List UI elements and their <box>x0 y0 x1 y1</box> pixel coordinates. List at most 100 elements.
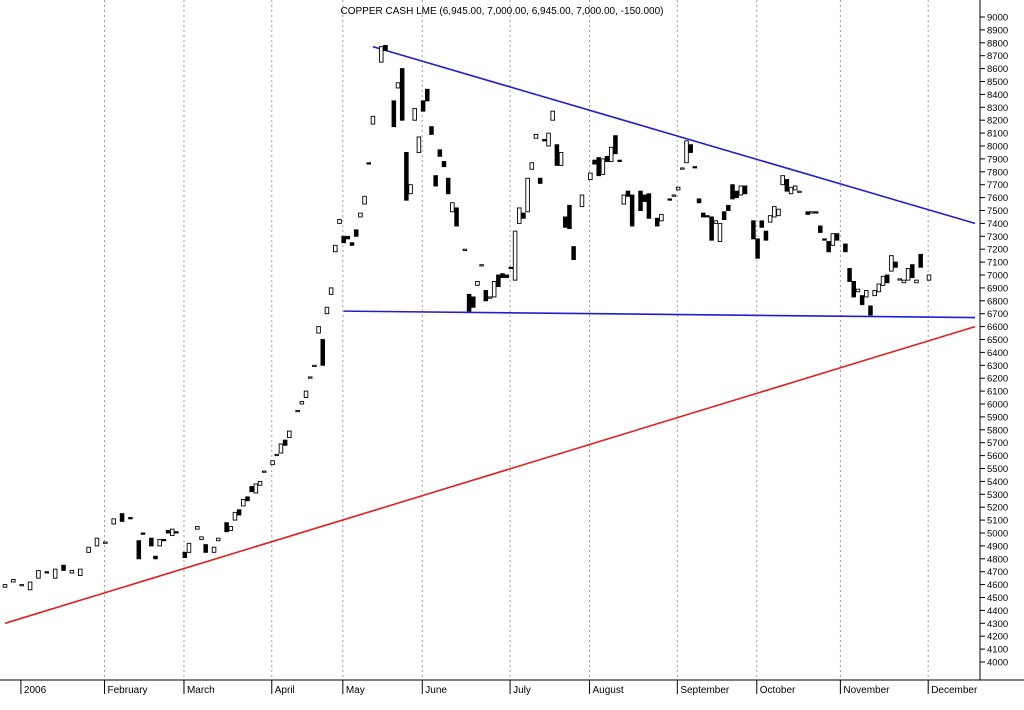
candle-down <box>425 88 430 102</box>
candle-up <box>533 133 539 139</box>
candle-down <box>61 564 66 571</box>
candle-down <box>349 242 355 246</box>
x-tick-label: November <box>843 685 890 696</box>
y-tick-label: 4600 <box>987 580 1008 591</box>
trendlines <box>4 45 976 625</box>
candle-up <box>11 578 16 583</box>
candle-down <box>140 532 146 535</box>
candle-up <box>905 268 911 281</box>
candle-up <box>86 546 91 553</box>
candle-down <box>44 571 50 574</box>
candle-up <box>278 443 284 454</box>
candle-up <box>274 453 280 457</box>
candle-up <box>797 190 802 193</box>
y-tick-label: 6700 <box>987 309 1008 320</box>
candle-up <box>558 151 564 166</box>
candle-up <box>546 132 551 147</box>
candle-up <box>780 175 785 186</box>
y-tick-label: 7000 <box>987 271 1008 282</box>
candle-up <box>27 581 33 591</box>
y-tick-label: 6300 <box>987 361 1008 372</box>
candle-up <box>337 219 342 224</box>
candle-down <box>320 339 326 366</box>
x-tick-label: May <box>346 685 365 696</box>
candle-down <box>604 155 610 162</box>
candlesticks <box>2 44 932 591</box>
y-tick-label: 8600 <box>987 64 1008 75</box>
y-tick-label: 5800 <box>987 425 1008 436</box>
y-tick-label: 6900 <box>987 283 1008 294</box>
candle-up <box>680 167 685 170</box>
y-tick-label: 6000 <box>987 400 1008 411</box>
candle-down <box>826 241 831 253</box>
candle-up <box>328 287 334 295</box>
candle-down <box>859 295 865 306</box>
x-tick-label: February <box>108 685 148 696</box>
candle-up <box>157 539 162 547</box>
candle-down <box>128 517 133 520</box>
y-tick-label: 5000 <box>987 529 1008 540</box>
candle-up <box>195 526 200 530</box>
x-tick-label: March <box>187 685 215 696</box>
candle-down <box>508 266 514 270</box>
candle-up <box>211 546 217 553</box>
candle-down <box>471 296 476 308</box>
candle-up <box>491 281 497 298</box>
candle-up <box>659 213 664 222</box>
candle-down <box>437 149 443 157</box>
candle-up <box>299 400 305 405</box>
candle-down <box>496 274 501 288</box>
x-tick-label: April <box>275 685 295 696</box>
candle-down <box>542 139 547 142</box>
y-tick-label: 5300 <box>987 490 1008 501</box>
month-gridlines <box>104 0 929 680</box>
candle-down <box>847 268 852 282</box>
candle-down <box>420 100 426 112</box>
candle-down <box>353 229 359 237</box>
candle-up <box>880 275 886 286</box>
trendline-descending-resistance <box>372 45 976 225</box>
candle-up <box>713 220 719 224</box>
candle-down <box>341 235 346 244</box>
candle-up <box>479 264 484 267</box>
candle-down <box>751 220 756 240</box>
candle-up <box>550 110 555 121</box>
x-tick-label: September <box>680 685 730 696</box>
candle-down <box>884 274 890 284</box>
candle-down <box>822 238 827 241</box>
y-tick-label: 5700 <box>987 438 1008 449</box>
candle-up <box>362 195 367 205</box>
candle-up <box>287 430 292 438</box>
y-tick-label: 8900 <box>987 25 1008 36</box>
candle-up <box>111 518 116 525</box>
y-tick-label: 4900 <box>987 541 1008 552</box>
y-tick-label: 6200 <box>987 374 1008 385</box>
candle-up <box>487 296 493 299</box>
candle-down <box>592 159 597 165</box>
y-tick-label: 7900 <box>987 154 1008 165</box>
candle-up <box>855 288 861 293</box>
y-tick-label: 8300 <box>987 103 1008 114</box>
candle-up <box>94 537 100 547</box>
candle-down <box>404 151 409 201</box>
candle-down <box>709 216 714 241</box>
candle-down <box>646 193 652 219</box>
candle-down <box>667 198 673 201</box>
candle-down <box>203 544 208 553</box>
y-tick-label: 6600 <box>987 322 1008 333</box>
y-tick-label: 8100 <box>987 129 1008 140</box>
candle-down <box>391 100 397 128</box>
candle-up <box>684 140 689 164</box>
candle-down <box>429 126 434 135</box>
candle-up <box>876 283 882 293</box>
candle-down <box>784 179 790 192</box>
candle-up <box>609 146 614 162</box>
candle-up <box>103 541 108 544</box>
candle-down <box>161 539 167 542</box>
candle-down <box>625 190 631 197</box>
candle-down <box>236 509 242 516</box>
candle-up <box>370 115 376 125</box>
candle-up <box>169 528 175 537</box>
candle-down <box>399 68 405 121</box>
candle-up <box>830 233 836 246</box>
